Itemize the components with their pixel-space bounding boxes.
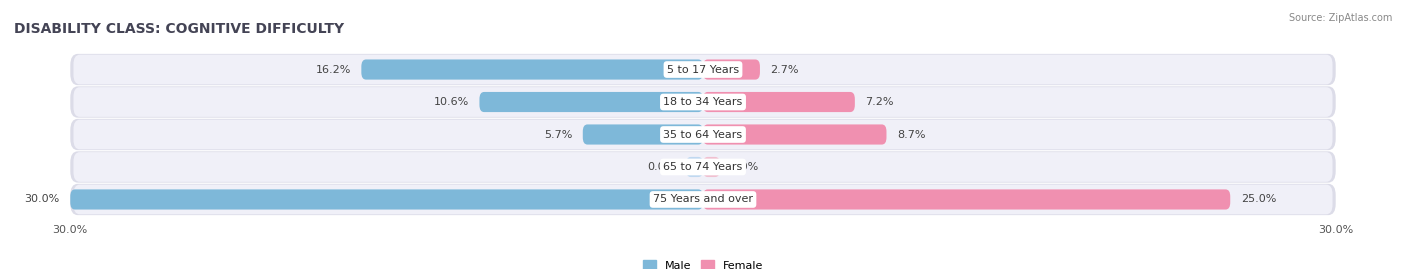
FancyBboxPatch shape xyxy=(361,59,703,80)
Text: 30.0%: 30.0% xyxy=(24,194,59,204)
Text: 25.0%: 25.0% xyxy=(1241,194,1277,204)
FancyBboxPatch shape xyxy=(73,185,1333,214)
Text: 0.0%: 0.0% xyxy=(731,162,759,172)
Text: Source: ZipAtlas.com: Source: ZipAtlas.com xyxy=(1288,13,1392,23)
Text: 0.0%: 0.0% xyxy=(647,162,675,172)
FancyBboxPatch shape xyxy=(73,87,1333,117)
Text: 8.7%: 8.7% xyxy=(897,129,925,140)
FancyBboxPatch shape xyxy=(70,184,1336,215)
FancyBboxPatch shape xyxy=(703,157,720,177)
Legend: Male, Female: Male, Female xyxy=(638,256,768,269)
Text: 16.2%: 16.2% xyxy=(315,65,352,75)
FancyBboxPatch shape xyxy=(70,119,1336,150)
Text: 65 to 74 Years: 65 to 74 Years xyxy=(664,162,742,172)
Text: 5 to 17 Years: 5 to 17 Years xyxy=(666,65,740,75)
FancyBboxPatch shape xyxy=(703,59,759,80)
FancyBboxPatch shape xyxy=(703,125,886,144)
FancyBboxPatch shape xyxy=(703,189,1230,210)
FancyBboxPatch shape xyxy=(686,157,703,177)
FancyBboxPatch shape xyxy=(73,120,1333,149)
FancyBboxPatch shape xyxy=(70,189,703,210)
Text: 2.7%: 2.7% xyxy=(770,65,799,75)
FancyBboxPatch shape xyxy=(73,55,1333,84)
FancyBboxPatch shape xyxy=(479,92,703,112)
Text: 35 to 64 Years: 35 to 64 Years xyxy=(664,129,742,140)
FancyBboxPatch shape xyxy=(583,125,703,144)
FancyBboxPatch shape xyxy=(70,151,1336,183)
FancyBboxPatch shape xyxy=(73,152,1333,182)
FancyBboxPatch shape xyxy=(703,92,855,112)
Text: 5.7%: 5.7% xyxy=(544,129,572,140)
Text: 7.2%: 7.2% xyxy=(866,97,894,107)
Text: 18 to 34 Years: 18 to 34 Years xyxy=(664,97,742,107)
FancyBboxPatch shape xyxy=(70,54,1336,85)
Text: 10.6%: 10.6% xyxy=(433,97,470,107)
Text: 75 Years and over: 75 Years and over xyxy=(652,194,754,204)
Text: DISABILITY CLASS: COGNITIVE DIFFICULTY: DISABILITY CLASS: COGNITIVE DIFFICULTY xyxy=(14,22,344,36)
FancyBboxPatch shape xyxy=(70,86,1336,118)
